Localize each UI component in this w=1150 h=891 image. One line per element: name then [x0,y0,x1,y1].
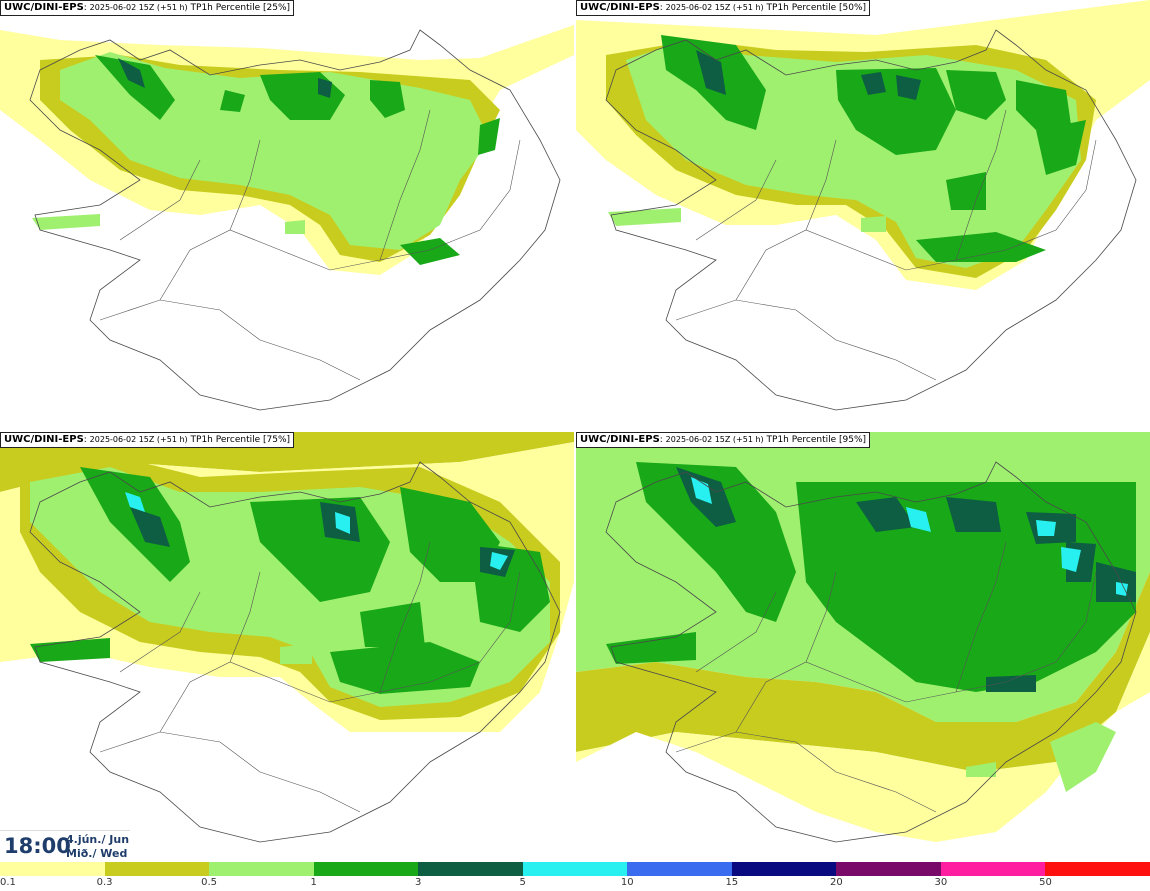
legend-swatch [209,862,314,876]
color-legend: 0.1 0.3 0.5 1 3 5 10 15 20 30 50 [0,862,1150,891]
legend-swatches [0,862,1150,876]
legend-tick-label: 3 [414,877,422,888]
legend-swatch [836,862,941,876]
legend-tick-label: 0.5 [201,877,218,888]
iceland-map-p25 [0,25,574,411]
field-name: TP1h Percentile [95%] [766,435,867,445]
roads [675,109,1097,381]
model-name: UWC/DINI-EPS [4,2,84,13]
map-panel-p95: UWC/DINI-EPS: 2025-06-02 15Z (+51 h) TP1… [576,432,1150,862]
legend-tick-label: 0.1 [0,877,16,888]
panel-title-p50: UWC/DINI-EPS: 2025-06-02 15Z (+51 h) TP1… [576,0,871,16]
roads [99,109,521,381]
legend-swatch [627,862,732,876]
legend-swatch [0,862,105,876]
legend-tick-label: 15 [725,877,739,888]
run-time: 2025-06-02 15Z (+51 h) [89,435,188,444]
run-time: 2025-06-02 15Z (+51 h) [89,3,188,12]
map-panel-p25: UWC/DINI-EPS: 2025-06-02 15Z (+51 h) TP1… [0,0,574,430]
legend-tick-label: 0.3 [96,877,113,888]
model-name: UWC/DINI-EPS [580,2,660,13]
legend-swatch [418,862,523,876]
legend-swatch [104,862,210,876]
roads [675,541,1097,813]
iceland-map-p50 [576,0,1150,411]
legend-tick-label: 5 [519,877,526,888]
legend-swatch [940,862,1046,876]
legend-tick-label: 10 [620,877,634,888]
valid-time: 18:00 [4,834,71,858]
legend-swatch [313,862,419,876]
field-name: TP1h Percentile [75%] [190,435,291,445]
legend-tick-label: 20 [829,877,843,888]
land-outline [29,29,561,411]
valid-date-line1: 4.jún./ Jun [66,833,130,846]
panel-title-p75: UWC/DINI-EPS: 2025-06-02 15Z (+51 h) TP1… [0,432,295,448]
land-outline [605,29,1137,411]
valid-date-line2: Mið./ Wed [66,847,128,860]
legend-swatch [1045,862,1150,876]
run-time: 2025-06-02 15Z (+51 h) [665,3,764,12]
roads [99,541,521,813]
precip-field [0,432,574,732]
valid-time-box: 18:00 4.jún./ Jun Mið./ Wed [0,830,130,862]
legend-tick-label: 50 [1039,877,1052,888]
iceland-map-p75 [0,432,574,843]
model-name: UWC/DINI-EPS [4,434,84,445]
model-name: UWC/DINI-EPS [580,434,660,445]
legend-tick-label: 1 [310,877,317,888]
land-outline [29,461,561,843]
field-name: TP1h Percentile [25%] [190,3,291,13]
precip-field [576,0,1150,290]
legend-swatch [731,862,837,876]
field-name: TP1h Percentile [50%] [766,3,867,13]
map-panel-p50: UWC/DINI-EPS: 2025-06-02 15Z (+51 h) TP1… [576,0,1150,430]
legend-swatch [522,862,628,876]
run-time: 2025-06-02 15Z (+51 h) [665,435,764,444]
map-panel-p75: UWC/DINI-EPS: 2025-06-02 15Z (+51 h) TP1… [0,432,574,862]
land-outline [605,461,1137,843]
panel-title-p25: UWC/DINI-EPS: 2025-06-02 15Z (+51 h) TP1… [0,0,295,16]
panel-title-p95: UWC/DINI-EPS: 2025-06-02 15Z (+51 h) TP1… [576,432,871,448]
precip-field [576,432,1150,862]
precip-field [0,25,574,275]
legend-tick-label: 30 [934,877,948,888]
iceland-map-p95 [576,432,1150,862]
